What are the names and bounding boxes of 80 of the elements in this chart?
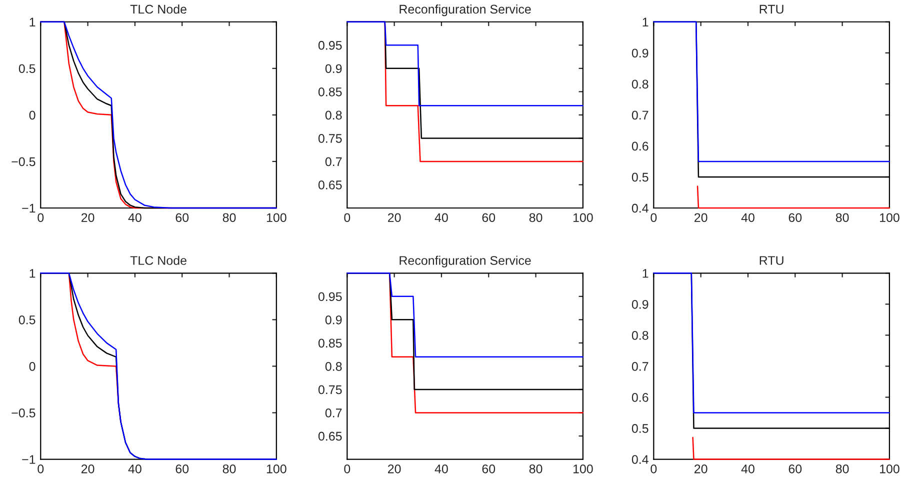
y-tick-label: −1 [22, 455, 36, 464]
x-tick-label: 60 [176, 213, 189, 222]
x-tick-label: 0 [38, 464, 44, 474]
y-tick-label: 1 [642, 18, 648, 26]
y-tick-label: 0.7 [325, 408, 342, 418]
y-tick-label: 0 [29, 110, 36, 120]
y-tick-label: 0.7 [632, 362, 648, 371]
x-tick-label: 80 [836, 213, 849, 222]
x-tick-label: 100 [266, 464, 286, 474]
x-tick-label: 40 [128, 464, 142, 474]
y-tick-label: 0.8 [325, 110, 342, 120]
y-tick-label: 0.4 [632, 455, 648, 464]
x-tick-label: 0 [38, 213, 44, 222]
y-tick-label: 0.95 [318, 40, 342, 50]
y-tick-label: −0.5 [12, 157, 36, 166]
x-tick-label: 80 [222, 213, 236, 222]
x-tick-label: 20 [388, 213, 401, 222]
x-tick-label: 80 [529, 213, 542, 222]
y-tick-label: 0.9 [325, 64, 342, 74]
y-tick-label: 0.65 [318, 432, 342, 441]
y-tick-label: 0.75 [318, 385, 342, 394]
y-tick-label: 0.6 [632, 142, 648, 151]
x-tick-label: 0 [344, 213, 350, 222]
x-tick-label: 60 [482, 464, 496, 474]
x-tick-label: 60 [788, 464, 802, 474]
x-tick-label: 100 [573, 464, 593, 474]
y-tick-label: 0.8 [632, 80, 648, 89]
x-tick-label: 80 [222, 464, 236, 474]
y-tick-label: 0.7 [632, 110, 648, 120]
y-tick-label: 0.5 [632, 172, 648, 182]
chart-title: TLC Node [130, 4, 186, 14]
x-tick-label: 80 [836, 464, 849, 474]
x-tick-label: 20 [81, 464, 94, 474]
x-tick-label: 60 [176, 464, 189, 474]
y-tick-label: 1 [642, 269, 648, 278]
y-tick-label: 0.5 [18, 315, 36, 324]
chart-title: Reconfiguration Service [400, 4, 531, 16]
chart-title: Reconfiguration Service [400, 256, 531, 268]
x-tick-label: 40 [434, 464, 448, 474]
x-tick-label: 40 [741, 464, 754, 474]
y-tick-label: 0.9 [632, 300, 648, 309]
y-tick-label: 0.4 [632, 204, 648, 213]
x-tick-label: 80 [529, 464, 542, 474]
y-tick-label: 0 [29, 362, 36, 371]
y-tick-label: 0.9 [632, 48, 648, 58]
y-tick-label: 0.8 [632, 330, 648, 340]
y-tick-label: 0.5 [632, 424, 648, 433]
y-tick-label: 1 [30, 269, 36, 278]
y-tick-label: 0.95 [318, 292, 342, 302]
y-tick-label: 0.8 [325, 362, 342, 371]
y-tick-label: 0.65 [318, 180, 342, 190]
chart-title: RTU [760, 4, 784, 14]
x-tick-label: 0 [650, 464, 657, 474]
x-tick-label: 100 [880, 464, 900, 474]
x-tick-label: 60 [482, 213, 496, 222]
y-tick-label: −1 [22, 204, 36, 213]
y-tick-label: 0.9 [325, 315, 342, 324]
y-tick-label: 0.85 [318, 338, 342, 348]
y-tick-label: 0.7 [325, 157, 342, 166]
x-tick-label: 60 [788, 213, 802, 222]
x-tick-label: 100 [880, 213, 900, 222]
y-tick-label: 0.85 [318, 87, 342, 96]
x-tick-label: 20 [694, 464, 708, 474]
x-tick-label: 100 [573, 213, 593, 222]
chart-title: TLC Node [130, 256, 186, 265]
x-tick-label: 20 [388, 464, 401, 474]
y-tick-label: 1 [30, 18, 36, 26]
x-tick-label: 40 [128, 213, 142, 222]
x-tick-label: 100 [266, 213, 286, 222]
x-tick-label: 40 [741, 213, 754, 222]
x-tick-label: 0 [650, 213, 657, 222]
chart-title: RTU [760, 256, 784, 265]
y-tick-label: 0.75 [318, 134, 342, 143]
x-tick-label: 20 [81, 213, 94, 222]
x-tick-label: 20 [694, 213, 708, 222]
y-tick-label: −0.5 [12, 408, 36, 418]
x-tick-label: 0 [344, 464, 350, 474]
x-tick-label: 40 [434, 213, 448, 222]
y-tick-label: 0.6 [632, 393, 648, 402]
y-tick-label: 0.5 [18, 64, 36, 74]
